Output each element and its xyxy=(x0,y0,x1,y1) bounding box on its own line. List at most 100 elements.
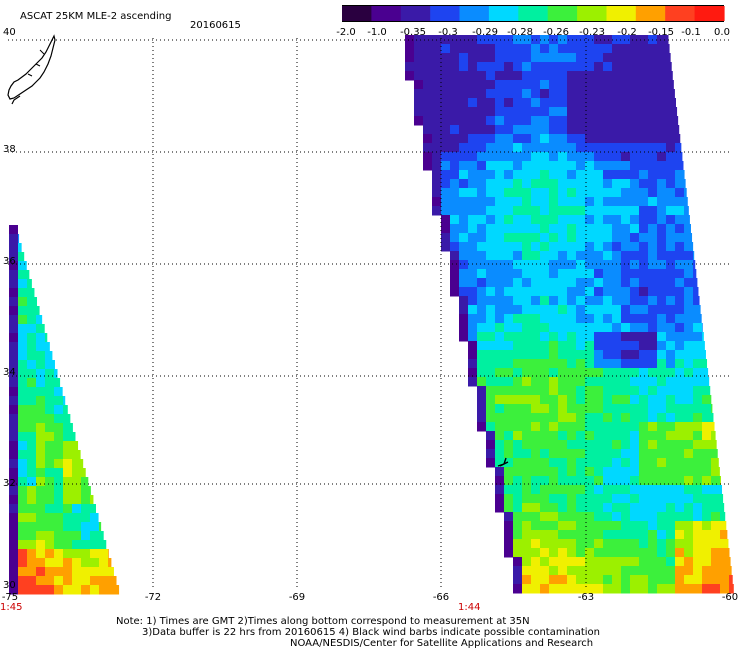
swath-cell xyxy=(594,215,604,225)
swath-edge-cell xyxy=(9,252,18,262)
swath-cell xyxy=(441,44,451,54)
swath-cell xyxy=(468,323,478,333)
swath-cell xyxy=(612,215,622,225)
swath-cell xyxy=(72,423,73,433)
swath-cell xyxy=(72,441,79,451)
swath-cell xyxy=(702,530,712,540)
coastline xyxy=(7,34,56,105)
swath-cell xyxy=(459,134,469,144)
map-title: ASCAT 25KM MLE-2 ascending xyxy=(20,11,172,22)
swath-cell xyxy=(36,549,46,559)
note-line-1: Note: 1) Times are GMT 2)Times along bot… xyxy=(116,616,530,627)
swath-cell xyxy=(693,467,703,477)
colorbar-swatch xyxy=(488,6,519,21)
swath-cell xyxy=(486,143,496,153)
swath-edge-cell xyxy=(504,539,513,549)
swath-cell xyxy=(522,35,532,45)
swath-cell xyxy=(495,431,505,441)
swath-cell xyxy=(495,386,505,396)
swath-cell xyxy=(54,477,64,487)
swath-cell xyxy=(657,476,667,486)
swath-cell xyxy=(630,413,640,423)
swath-cell xyxy=(513,197,523,207)
swath-cell xyxy=(36,351,46,361)
swath-time-right: 1:44 xyxy=(458,602,481,613)
swath-cell xyxy=(675,566,685,576)
swath-cell xyxy=(522,206,532,216)
swath-cell xyxy=(63,450,73,460)
swath-cell xyxy=(567,368,577,378)
swath-cell xyxy=(648,116,658,126)
swath-cell xyxy=(639,296,649,306)
swath-cell xyxy=(558,107,568,117)
swath-edge-cell xyxy=(9,378,18,388)
swath-cell xyxy=(657,71,667,81)
swath-cell xyxy=(585,35,595,45)
swath-cell xyxy=(81,504,91,514)
swath-cell xyxy=(693,305,701,315)
swath-cell xyxy=(675,215,685,225)
swath-cell xyxy=(711,494,721,504)
swath-cell xyxy=(603,260,613,270)
swath-cell xyxy=(558,44,568,54)
swath-cell xyxy=(612,89,622,99)
swath-cell xyxy=(504,440,514,450)
swath-cell xyxy=(576,260,586,270)
swath-cell xyxy=(477,341,487,351)
swath-cell xyxy=(459,224,469,234)
note-line-2: 3)Data buffer is 22 hrs from 20160615 4)… xyxy=(142,627,600,638)
swath-edge-cell xyxy=(423,134,432,144)
swath-cell xyxy=(486,413,496,423)
swath-cell xyxy=(648,476,658,486)
swath-cell xyxy=(594,557,604,567)
swath-cell xyxy=(702,521,712,531)
swath-cell xyxy=(675,377,685,387)
swath-cell xyxy=(486,260,496,270)
swath-cell xyxy=(513,467,523,477)
swath-cell xyxy=(675,530,685,540)
swath-cell xyxy=(720,575,730,585)
swath-cell xyxy=(459,269,469,279)
swath-cell xyxy=(549,287,559,297)
colorbar-swatch xyxy=(430,6,461,21)
swath-cell xyxy=(576,449,586,459)
swath-cell xyxy=(648,71,658,81)
swath-cell xyxy=(639,269,649,279)
swath-cell xyxy=(513,431,523,441)
swath-cell xyxy=(495,35,505,45)
swath-cell xyxy=(513,53,523,63)
swath-cell xyxy=(486,62,496,72)
swath-cell xyxy=(657,566,667,576)
swath-cell xyxy=(657,521,667,531)
swath-cell xyxy=(648,395,658,405)
swath-cell xyxy=(558,512,568,522)
swath-cell xyxy=(567,440,577,450)
swath-cell xyxy=(450,161,460,171)
swath-cell xyxy=(522,62,532,72)
swath-cell xyxy=(27,369,37,379)
swath-cell xyxy=(576,179,586,189)
swath-cell xyxy=(666,341,676,351)
swath-cell xyxy=(27,549,37,559)
swath-cell xyxy=(603,512,613,522)
swath-cell xyxy=(666,386,676,396)
swath-cell xyxy=(477,179,487,189)
swath-cell xyxy=(486,53,496,63)
swath-cell xyxy=(648,458,658,468)
swath-edge-cell xyxy=(477,386,486,396)
swath-cell xyxy=(459,161,469,171)
swath-cell xyxy=(648,431,658,441)
swath-edge-cell xyxy=(9,324,18,334)
swath-cell xyxy=(648,386,658,396)
swath-cell xyxy=(540,341,550,351)
swath-cell xyxy=(45,567,55,577)
swath-cell xyxy=(477,116,487,126)
swath-cell xyxy=(594,197,604,207)
swath-cell xyxy=(36,468,46,478)
swath-cell xyxy=(630,476,640,486)
swath-cell xyxy=(621,143,631,153)
swath-cell xyxy=(612,521,622,531)
swath-cell xyxy=(711,485,721,495)
swath-cell xyxy=(513,458,523,468)
swath-cell xyxy=(630,125,640,135)
